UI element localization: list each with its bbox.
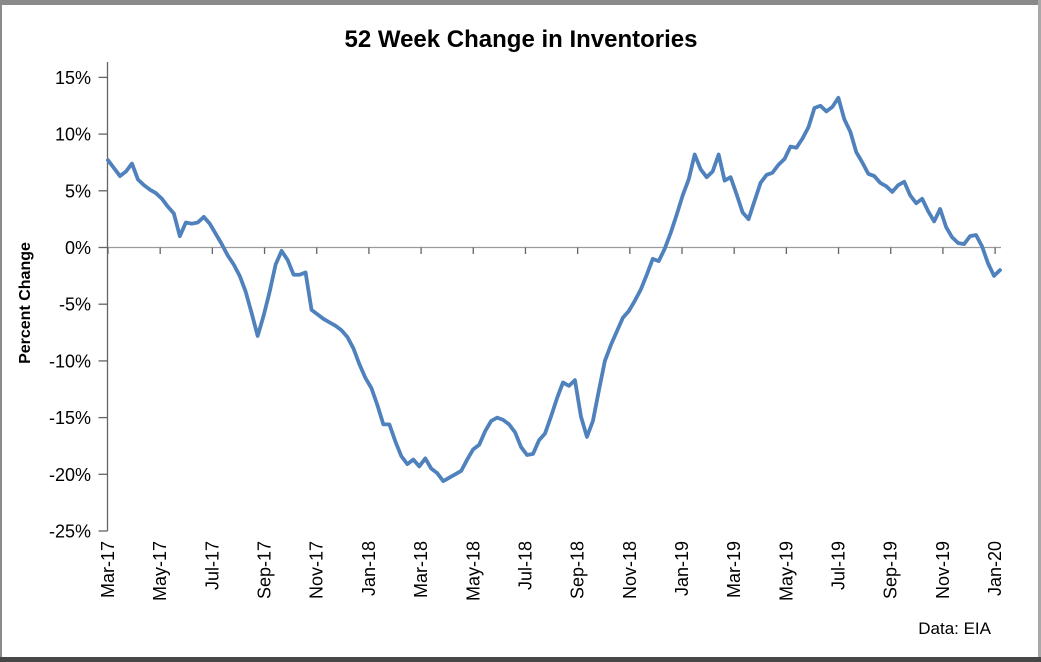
- frame-border-bottom: [0, 657, 1041, 662]
- x-tick-label: Sep-17: [255, 541, 275, 599]
- x-tick-label: Jan-20: [985, 541, 1005, 596]
- x-tick-label: Sep-18: [568, 541, 588, 599]
- x-tick-label: Nov-19: [933, 541, 953, 599]
- y-tick-label: -15%: [49, 408, 91, 428]
- y-tick-label: -5%: [59, 295, 91, 315]
- x-tick-label: Jan-18: [359, 541, 379, 596]
- y-tick-label: -10%: [49, 351, 91, 371]
- x-tick-label: Nov-17: [307, 541, 327, 599]
- y-tick-label: -25%: [49, 522, 91, 542]
- y-tick-label: 5%: [65, 181, 91, 201]
- x-tick-label: Nov-18: [620, 541, 640, 599]
- line-series-group: [106, 95, 1002, 484]
- x-tick-label: Sep-19: [881, 541, 901, 599]
- x-tick-label: May-18: [463, 541, 483, 601]
- frame-border-top: [0, 0, 1041, 5]
- x-tick-label: Jan-19: [672, 541, 692, 596]
- y-axis-title: Percent Change: [17, 242, 34, 364]
- x-tick-label: Jul-18: [515, 541, 535, 590]
- y-tick-label: 15%: [55, 68, 91, 88]
- x-tick-label: Jul-19: [829, 541, 849, 590]
- y-tick-label: 0%: [65, 238, 91, 258]
- x-tick-label: Jul-17: [202, 541, 222, 590]
- axes: [98, 62, 996, 532]
- inventory-change-line: [106, 95, 1002, 484]
- x-tick-label: May-19: [776, 541, 796, 601]
- frame-border-left: [0, 0, 2, 662]
- tick-labels: 15% 10% 5% 0% -5% -10% -15% -20% -25% Mar-17 May-1…: [49, 68, 1005, 601]
- y-tick-label: 10%: [55, 125, 91, 145]
- frame-border-right: [1038, 0, 1041, 662]
- source-note: Data: EIA: [918, 619, 991, 638]
- x-tick-label: May-17: [150, 541, 170, 601]
- x-tick-label: Mar-19: [724, 541, 744, 598]
- x-tick-label: Mar-18: [411, 541, 431, 598]
- chart-title: 52 Week Change in Inventories: [344, 26, 697, 53]
- y-tick-label: -20%: [49, 465, 91, 485]
- x-tick-label: Mar-17: [98, 541, 118, 598]
